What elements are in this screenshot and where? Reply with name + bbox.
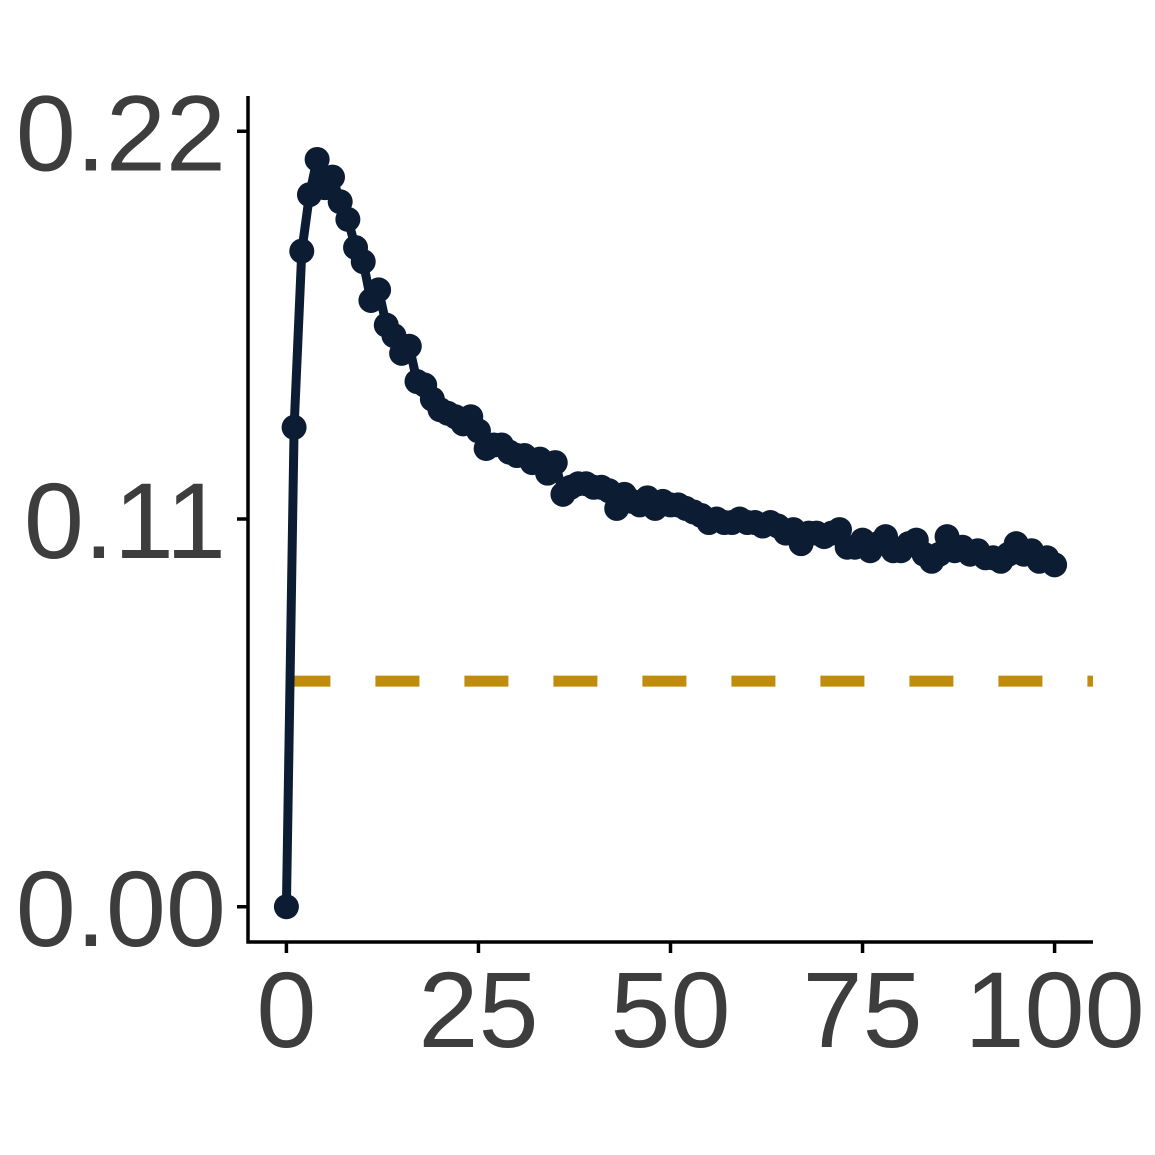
data-point (304, 146, 330, 172)
x-tick-label: 75 (802, 949, 922, 1070)
data-point (289, 238, 315, 264)
y-tick-label: 0.00 (16, 848, 226, 969)
x-tick-label: 100 (964, 949, 1144, 1070)
data-point (366, 277, 392, 303)
y-tick-label: 0.22 (16, 72, 226, 193)
data-point (281, 414, 307, 440)
data-point (335, 206, 361, 232)
x-tick-label: 0 (256, 949, 316, 1070)
ticks-layer: 0 25 50 75 100 0.00 0.11 0.22 (16, 72, 1145, 1070)
data-point (350, 249, 376, 275)
data-point (542, 450, 568, 476)
y-tick-label: 0.11 (24, 460, 226, 581)
x-tick-label: 25 (418, 949, 538, 1070)
x-tick-label: 50 (610, 949, 730, 1070)
series-layer (273, 146, 1068, 920)
axes-layer (246, 96, 1093, 944)
data-point (320, 164, 345, 190)
data-point (273, 894, 299, 920)
data-point (396, 333, 422, 359)
data-point (1042, 552, 1068, 578)
